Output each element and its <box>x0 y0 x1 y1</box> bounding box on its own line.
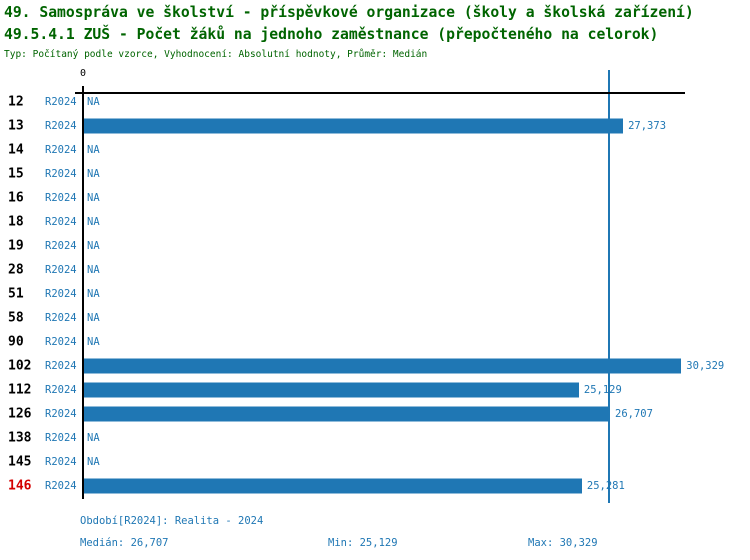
median-reference-line <box>608 70 610 503</box>
na-label: NA <box>87 336 100 348</box>
row-period-label: R2024 <box>45 144 77 156</box>
chart-row: 145 R2024 NA <box>0 450 750 474</box>
chart-row: 146 R2024 25,281 <box>0 474 750 498</box>
chart-row: 90 R2024 NA <box>0 330 750 354</box>
bar-value-label: 27,373 <box>628 120 667 132</box>
chart-row: 138 R2024 NA <box>0 426 750 450</box>
value-bar <box>84 406 610 422</box>
row-period-label: R2024 <box>45 288 77 300</box>
x-axis-top-line <box>75 92 685 94</box>
bar-value-label: 25,281 <box>586 480 625 492</box>
row-period-label: R2024 <box>45 216 77 228</box>
footer-median-stat: Medián: 26,707 <box>80 537 169 549</box>
chart-row: 51 R2024 NA <box>0 282 750 306</box>
y-axis-line <box>82 86 84 499</box>
row-number-label: 19 <box>8 238 24 254</box>
row-number-label: 126 <box>8 406 32 422</box>
chart-row: 126 R2024 26,707 <box>0 402 750 426</box>
chart-row: 18 R2024 NA <box>0 210 750 234</box>
bar-value-label: 25,129 <box>583 384 622 396</box>
row-number-label: 18 <box>8 214 24 230</box>
row-number-label: 102 <box>8 358 32 374</box>
row-number-label: 138 <box>8 430 32 446</box>
chart-row: 16 R2024 NA <box>0 186 750 210</box>
x-axis-zero-tick-label: 0 <box>79 68 87 79</box>
value-bar <box>84 358 682 374</box>
row-number-label: 14 <box>8 142 24 158</box>
row-period-label: R2024 <box>45 240 77 252</box>
row-period-label: R2024 <box>45 168 77 180</box>
row-number-label: 28 <box>8 262 24 278</box>
chart-title: 49. Samospráva ve školství - příspěvkové… <box>4 4 694 21</box>
row-period-label: R2024 <box>45 360 77 372</box>
value-bar <box>84 118 624 134</box>
chart-meta-info: Typ: Počítaný podle vzorce, Vyhodnocení:… <box>4 49 428 60</box>
row-number-label: 145 <box>8 454 32 470</box>
row-number-label: 12 <box>8 94 24 110</box>
row-period-label: R2024 <box>45 384 77 396</box>
row-number-label: 90 <box>8 334 24 350</box>
row-period-label: R2024 <box>45 480 77 492</box>
bar-value-label: 30,329 <box>686 360 725 372</box>
row-period-label: R2024 <box>45 96 77 108</box>
na-label: NA <box>87 456 100 468</box>
row-period-label: R2024 <box>45 408 77 420</box>
chart-row: 28 R2024 NA <box>0 258 750 282</box>
row-number-label: 51 <box>8 286 24 302</box>
row-period-label: R2024 <box>45 312 77 324</box>
na-label: NA <box>87 216 100 228</box>
row-period-label: R2024 <box>45 456 77 468</box>
chart-row: 12 R2024 NA <box>0 90 750 114</box>
chart-row: 19 R2024 NA <box>0 234 750 258</box>
row-period-label: R2024 <box>45 432 77 444</box>
chart-row: 14 R2024 NA <box>0 138 750 162</box>
chart-row: 15 R2024 NA <box>0 162 750 186</box>
na-label: NA <box>87 240 100 252</box>
row-number-label: 13 <box>8 118 24 134</box>
value-bar <box>84 382 579 398</box>
na-label: NA <box>87 96 100 108</box>
row-period-label: R2024 <box>45 192 77 204</box>
row-number-label: 112 <box>8 382 32 398</box>
row-period-label: R2024 <box>45 120 77 132</box>
chart-row: 13 R2024 27,373 <box>0 114 750 138</box>
row-period-label: R2024 <box>45 264 77 276</box>
chart-row: 112 R2024 25,129 <box>0 378 750 402</box>
na-label: NA <box>87 168 100 180</box>
footer-min-stat: Min: 25,129 <box>328 537 398 549</box>
chart-subtitle: 49.5.4.1 ZUŠ - Počet žáků na jednoho zam… <box>4 26 659 43</box>
value-bar <box>84 478 582 494</box>
na-label: NA <box>87 144 100 156</box>
row-number-label: 16 <box>8 190 24 206</box>
row-number-label: 58 <box>8 310 24 326</box>
row-number-label: 15 <box>8 166 24 182</box>
bar-chart-rows: 12 R2024 NA 13 R2024 27,373 14 R2024 NA 15 R2024 NA… <box>0 90 750 498</box>
na-label: NA <box>87 312 100 324</box>
na-label: NA <box>87 288 100 300</box>
na-label: NA <box>87 264 100 276</box>
na-label: NA <box>87 432 100 444</box>
footer-max-stat: Max: 30,329 <box>528 537 598 549</box>
bar-value-label: 26,707 <box>615 408 653 420</box>
row-period-label: R2024 <box>45 336 77 348</box>
chart-row: 58 R2024 NA <box>0 306 750 330</box>
footer-period-info: Období[R2024]: Realita - 2024 <box>80 515 264 527</box>
na-label: NA <box>87 192 100 204</box>
row-number-label: 146 <box>8 478 32 494</box>
chart-row: 102 R2024 30,329 <box>0 354 750 378</box>
